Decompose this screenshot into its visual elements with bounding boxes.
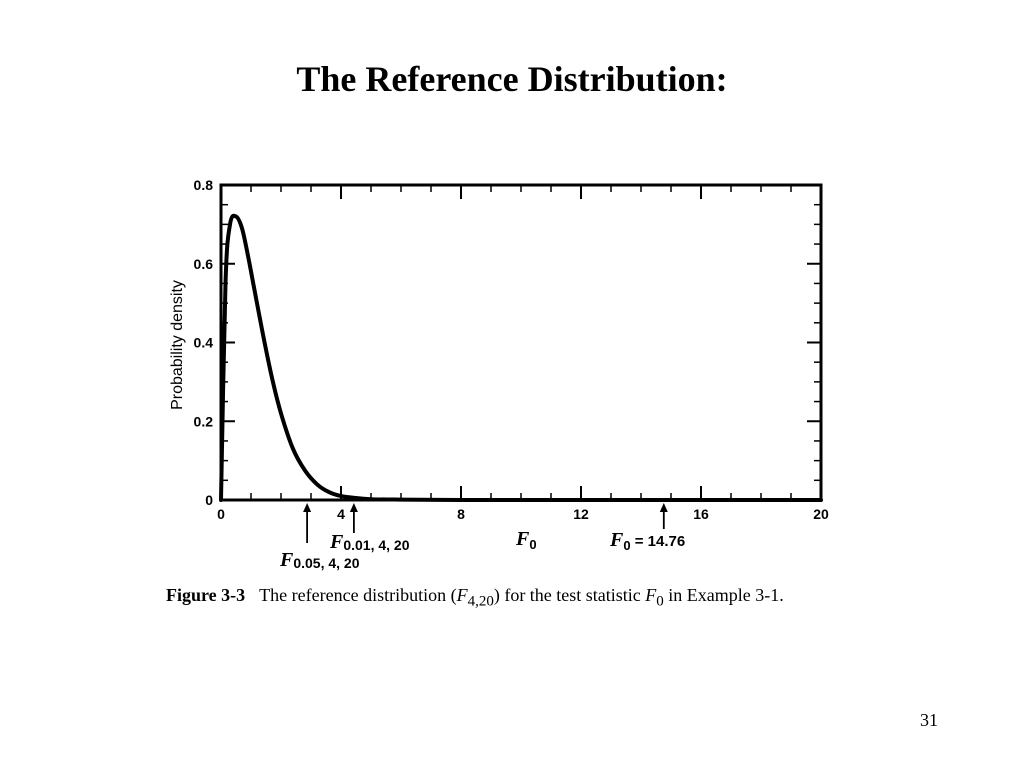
y-axis-label: Probability density <box>169 280 186 410</box>
label-observed-f0: F0 = 14.76 <box>609 529 685 553</box>
x-tick-label: 8 <box>457 506 465 522</box>
y-tick-label: 0.4 <box>194 335 214 351</box>
y-tick-label: 0.6 <box>194 256 214 272</box>
caption-text-1: The reference distribution ( <box>259 585 457 605</box>
y-tick-label: 0.2 <box>194 413 214 429</box>
x-tick-label: 12 <box>573 506 589 522</box>
label-f001: F0.01, 4, 20 <box>329 531 410 553</box>
x-tick-label: 0 <box>217 506 225 522</box>
y-tick-labels: 0 0.2 0.4 0.6 0.8 <box>194 177 214 508</box>
marker-arrows <box>303 503 668 543</box>
x-tick-labels: 0 4 8 12 16 20 <box>217 506 829 522</box>
y-tick-label: 0.8 <box>194 177 214 193</box>
caption-text-3: in Example 3-1. <box>663 585 784 605</box>
caption-dist-subscript: 4,20 <box>467 593 494 610</box>
figure-caption: Figure 3-3 The reference distribution (F4… <box>166 584 846 613</box>
figure-number: Figure 3-3 <box>166 585 246 605</box>
slide-title: The Reference Distribution: <box>296 59 728 99</box>
caption-text-2: ) for the test statistic <box>493 585 646 605</box>
plot-frame <box>219 183 823 502</box>
marker-arrow <box>349 503 358 533</box>
density-curve <box>219 213 823 503</box>
caption-dist-symbol: F <box>456 585 468 605</box>
marker-arrow <box>303 503 312 543</box>
marker-arrow-head <box>303 503 312 512</box>
x-axis-label: F0 <box>515 528 537 552</box>
major-ticks <box>220 184 822 501</box>
caption-stat-subscript: 0 <box>656 593 664 610</box>
minor-ticks <box>220 184 822 501</box>
x-tick-label: 20 <box>813 506 829 522</box>
caption-stat-symbol: F <box>645 585 657 605</box>
marker-arrow-head <box>349 503 358 512</box>
label-f005: F0.05, 4, 20 <box>279 549 360 571</box>
marker-arrow <box>659 503 668 529</box>
marker-arrow-head <box>659 503 668 512</box>
x-tick-label: 4 <box>337 506 345 522</box>
x-tick-label: 16 <box>693 506 709 522</box>
page-number: 31 <box>920 710 938 730</box>
y-tick-label: 0 <box>205 492 213 508</box>
